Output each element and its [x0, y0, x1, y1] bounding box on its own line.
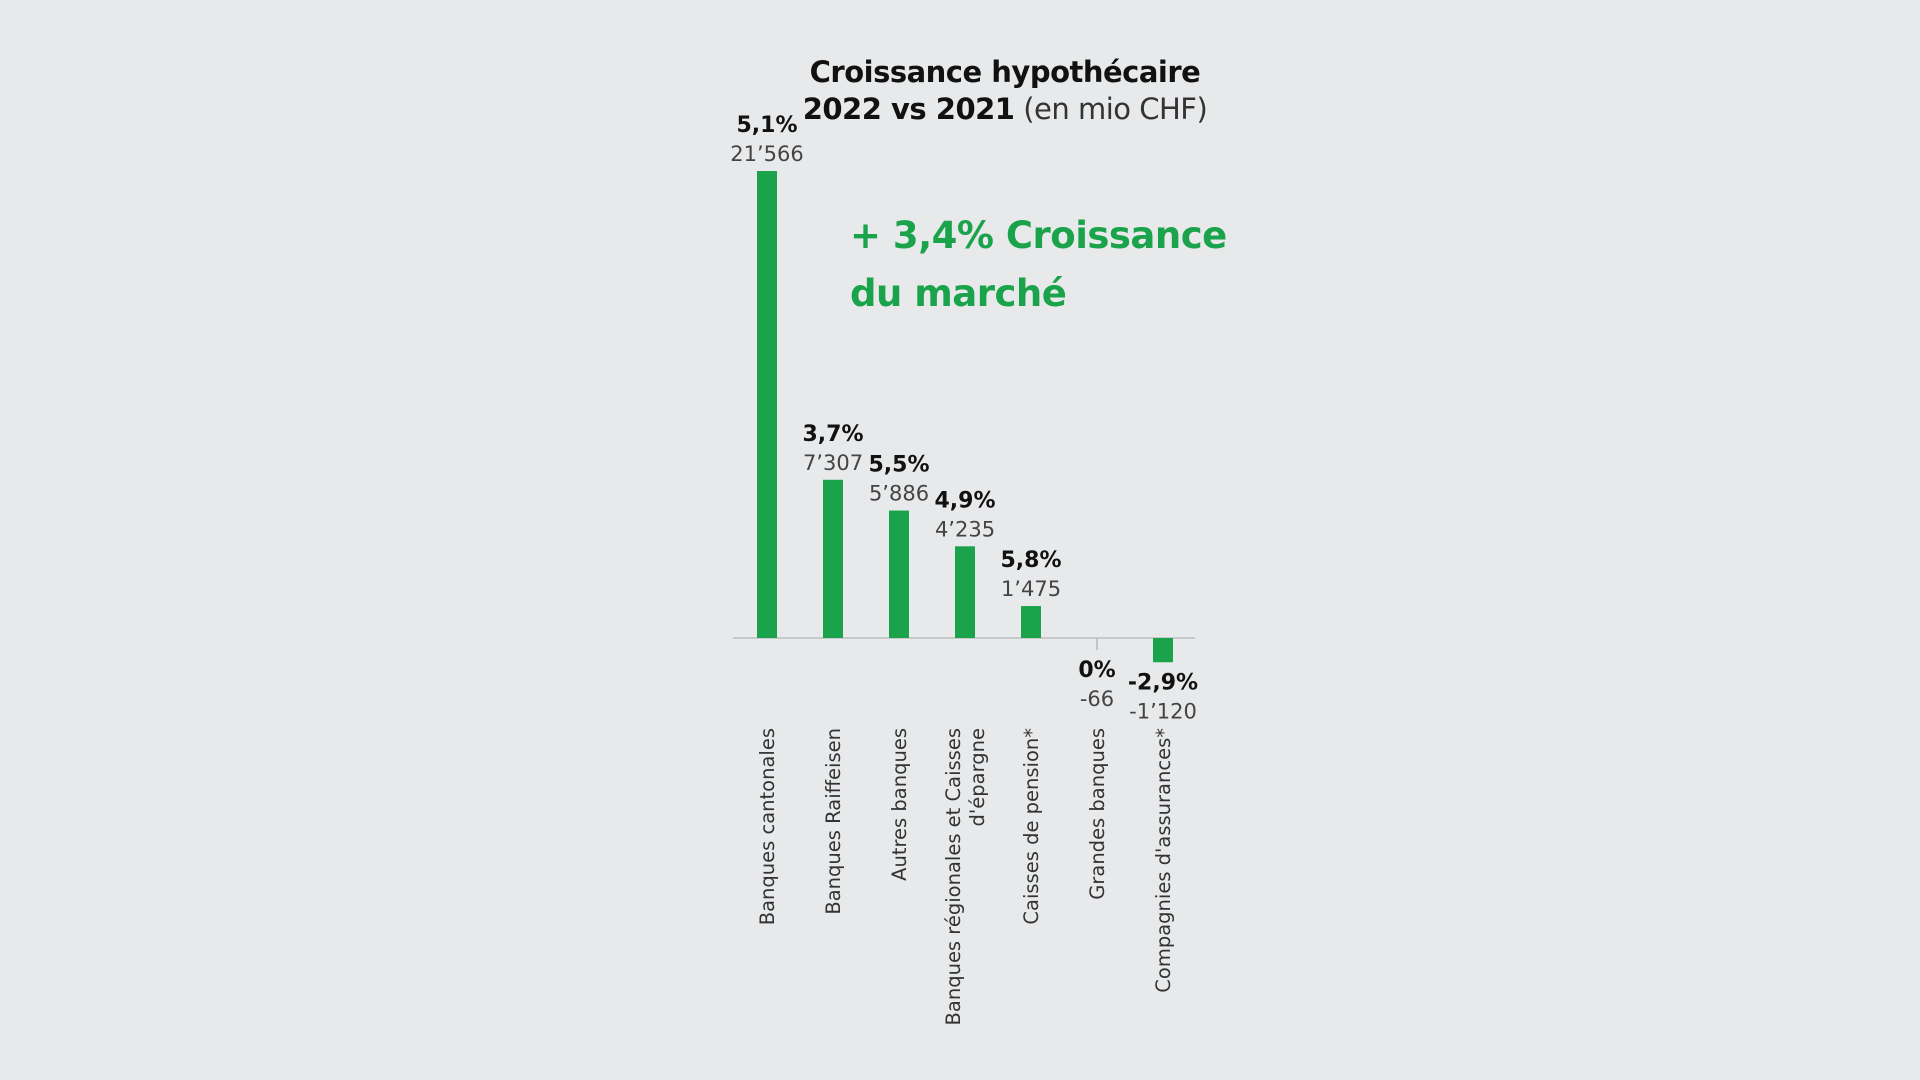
category-label-5-line-0: Grandes banques	[1086, 728, 1109, 900]
category-label-6: Compagnies d'assurances*	[1152, 728, 1175, 993]
value-label-0: 21’566	[730, 142, 803, 166]
percent-label-1: 3,7%	[802, 422, 863, 447]
category-label-3: Banques régionales et Caisses d'épargne	[942, 728, 989, 1025]
percent-label-4: 5,8%	[1000, 548, 1061, 573]
category-label-1-line-0: Banques Raiffeisen	[822, 728, 845, 915]
percent-label-0: 5,1%	[736, 113, 797, 138]
bar-1	[823, 479, 843, 638]
chart-title-unit: (en mio CHF)	[1023, 92, 1208, 126]
category-label-0: Banques cantonales	[756, 728, 779, 925]
bar-0	[757, 171, 777, 638]
value-label-2: 5’886	[869, 482, 929, 506]
bar-2	[889, 510, 909, 638]
category-label-6-line-0: Compagnies d'assurances*	[1152, 728, 1175, 993]
value-label-3: 4’235	[935, 517, 995, 541]
percent-label-6: -2,9%	[1128, 670, 1198, 695]
chart-title-line-1: Croissance hypothécaire	[809, 55, 1201, 89]
category-label-0-line-0: Banques cantonales	[756, 728, 779, 925]
category-label-3-line-0: Banques régionales et Caisses	[942, 728, 965, 1025]
category-label-1: Banques Raiffeisen	[822, 728, 845, 915]
bar-4	[1021, 606, 1041, 638]
percent-label-5: 0%	[1078, 658, 1115, 683]
category-label-5: Grandes banques	[1086, 728, 1109, 900]
value-label-5: -66	[1080, 687, 1114, 711]
category-label-4-line-0: Caisses de pension*	[1020, 728, 1043, 925]
percent-label-3: 4,9%	[934, 488, 995, 513]
market-growth-annotation-line-1: + 3,4% Croissance	[850, 214, 1227, 257]
bar-3	[955, 546, 975, 638]
value-label-1: 7’307	[803, 451, 863, 475]
chart-title-line-2: 2022 vs 2021 (en mio CHF)	[780, 92, 1230, 126]
value-label-4: 1’475	[1001, 577, 1061, 601]
percent-label-2: 5,5%	[868, 453, 929, 478]
category-label-3-line-1: d'épargne	[966, 728, 989, 826]
category-label-2: Autres banques	[888, 728, 911, 881]
category-label-2-line-0: Autres banques	[888, 728, 911, 881]
value-label-6: -1’120	[1129, 699, 1197, 723]
category-label-4: Caisses de pension*	[1020, 728, 1043, 925]
bar-6	[1153, 638, 1173, 663]
market-growth-annotation-line-2: du marché	[850, 272, 1067, 315]
chart-title-years: 2022 vs 2021	[802, 92, 1015, 126]
